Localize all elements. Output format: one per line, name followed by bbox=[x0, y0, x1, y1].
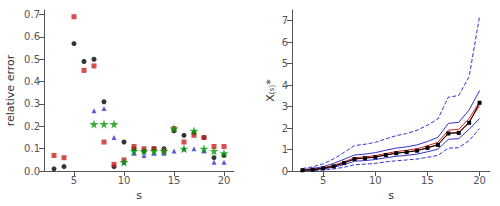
svg-text:0.0: 0.0 bbox=[24, 166, 40, 177]
svg-text:7: 7 bbox=[282, 15, 288, 26]
svg-text:s: s bbox=[136, 189, 142, 202]
svg-text:1: 1 bbox=[282, 144, 288, 155]
svg-text:5: 5 bbox=[71, 175, 77, 186]
svg-text:6: 6 bbox=[282, 37, 288, 48]
svg-text:10: 10 bbox=[369, 175, 382, 186]
svg-text:15: 15 bbox=[421, 175, 434, 186]
svg-text:0.1: 0.1 bbox=[24, 143, 40, 154]
svg-text:0.2: 0.2 bbox=[24, 121, 40, 132]
svg-text:0: 0 bbox=[282, 166, 288, 177]
svg-text:20: 20 bbox=[473, 175, 486, 186]
svg-text:15: 15 bbox=[168, 175, 181, 186]
svg-text:20: 20 bbox=[218, 175, 231, 186]
svg-text:10: 10 bbox=[118, 175, 131, 186]
svg-text:0.3: 0.3 bbox=[24, 98, 40, 109]
svg-text:0.4: 0.4 bbox=[24, 76, 40, 87]
svg-text:X₍ₛ₎*: X₍ₛ₎* bbox=[264, 79, 277, 102]
svg-text:relative error: relative error bbox=[4, 54, 17, 126]
svg-text:3: 3 bbox=[282, 101, 288, 112]
svg-text:0.5: 0.5 bbox=[24, 54, 40, 65]
svg-text:5: 5 bbox=[282, 58, 288, 69]
svg-text:5: 5 bbox=[320, 175, 326, 186]
svg-text:0.7: 0.7 bbox=[24, 9, 40, 20]
svg-text:0.6: 0.6 bbox=[24, 31, 40, 42]
svg-text:s: s bbox=[388, 189, 394, 202]
svg-text:4: 4 bbox=[282, 80, 288, 91]
svg-text:2: 2 bbox=[282, 123, 288, 134]
